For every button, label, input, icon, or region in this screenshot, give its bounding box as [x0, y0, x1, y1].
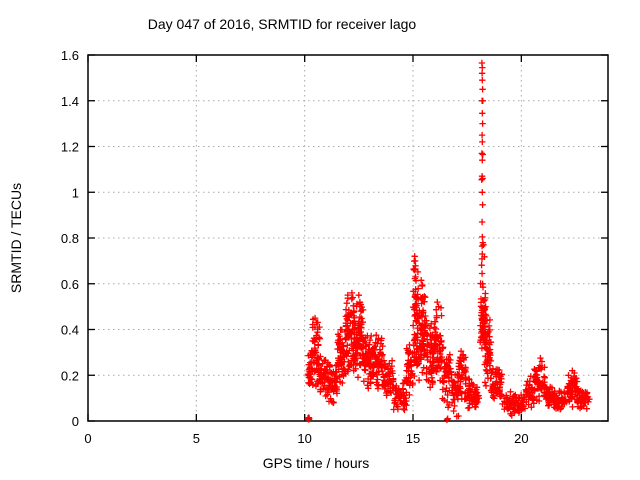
- svg-text:5: 5: [193, 431, 200, 446]
- svg-text:0.8: 0.8: [61, 231, 79, 246]
- chart-title: Day 047 of 2016, SRMTID for receiver lag…: [148, 16, 417, 32]
- axis-ticks: [87, 54, 608, 422]
- svg-text:0.2: 0.2: [61, 368, 79, 383]
- svg-text:0.6: 0.6: [61, 277, 79, 292]
- svg-text:15: 15: [406, 431, 420, 446]
- svg-text:1.6: 1.6: [61, 48, 79, 63]
- data-points: [304, 59, 593, 424]
- svg-text:1.2: 1.2: [61, 140, 79, 155]
- svg-text:1.4: 1.4: [61, 94, 79, 109]
- x-axis-label: GPS time / hours: [263, 455, 370, 471]
- svg-text:10: 10: [297, 431, 311, 446]
- svg-text:20: 20: [514, 431, 528, 446]
- axis-tick-labels: 0 5 10 15 20 0 0.2 0.4 0.6 0.8 1 1.2 1.4 1.6: [61, 48, 529, 446]
- svg-text:0: 0: [84, 431, 91, 446]
- svg-text:0.4: 0.4: [61, 323, 79, 338]
- y-axis-label: SRMTID / TECUs: [8, 183, 24, 293]
- svg-text:0: 0: [72, 414, 79, 429]
- svg-text:1: 1: [72, 185, 79, 200]
